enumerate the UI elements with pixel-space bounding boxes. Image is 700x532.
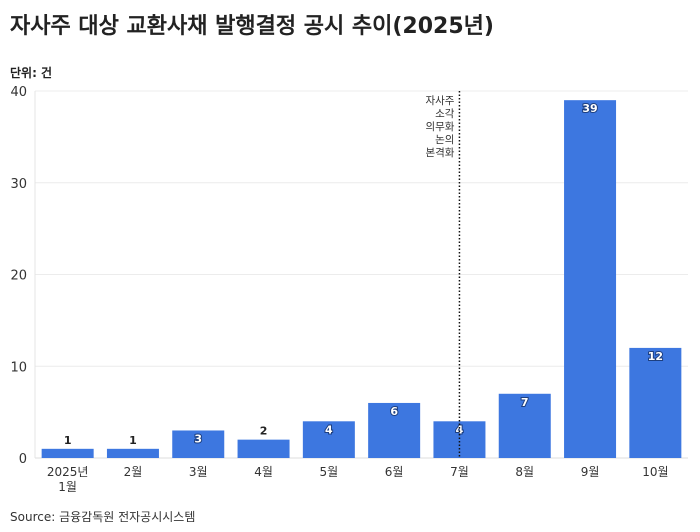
source-note: Source: 금융감독원 전자공시시스템 xyxy=(10,510,196,524)
annotation-text: 자사주 xyxy=(425,95,454,107)
y-tick-label: 0 xyxy=(19,452,27,467)
data-label: 12 xyxy=(648,350,663,363)
bar xyxy=(302,421,355,458)
x-tick-label: 1월 xyxy=(58,480,77,494)
data-label: 4 xyxy=(325,423,333,436)
x-tick-label: 9월 xyxy=(581,465,600,479)
bar xyxy=(564,100,617,459)
x-tick-label: 6월 xyxy=(385,465,404,479)
data-label: 1 xyxy=(64,434,72,447)
chart-title: 자사주 대상 교환사채 발행결정 공시 추이(2025년) xyxy=(10,14,494,39)
bar xyxy=(172,430,225,458)
annotation-text: 의무화 xyxy=(425,121,454,133)
x-tick-label: 7월 xyxy=(450,465,469,479)
bar xyxy=(368,402,421,458)
y-tick-label: 20 xyxy=(10,269,27,284)
data-label: 3 xyxy=(194,432,202,445)
data-label: 1 xyxy=(129,434,137,447)
data-label: 4 xyxy=(456,423,464,436)
annotation-text: 본격화 xyxy=(425,146,454,159)
x-tick-label: 2025년 xyxy=(47,465,89,479)
bar xyxy=(629,347,682,458)
x-tick-label: 3월 xyxy=(189,465,208,479)
annotation-text: 소각 xyxy=(435,108,455,120)
bar xyxy=(498,393,551,458)
y-tick-label: 30 xyxy=(10,177,27,192)
x-tick-label: 4월 xyxy=(254,465,273,479)
bar xyxy=(106,448,159,458)
bar xyxy=(237,439,290,458)
y-tick-label: 40 xyxy=(10,85,27,100)
x-tick-label: 5월 xyxy=(320,465,339,479)
data-label: 39 xyxy=(582,102,597,115)
data-label: 2 xyxy=(260,425,268,438)
x-tick-label: 2월 xyxy=(124,465,143,479)
annotation-text: 논의 xyxy=(435,134,454,146)
unit-label: 단위: 건 xyxy=(10,66,53,80)
y-tick-label: 10 xyxy=(10,360,27,375)
x-tick-label: 8월 xyxy=(515,465,534,479)
bar xyxy=(41,448,94,458)
data-label: 7 xyxy=(521,396,529,409)
x-tick-label: 10월 xyxy=(642,465,668,479)
data-label: 6 xyxy=(390,405,398,418)
